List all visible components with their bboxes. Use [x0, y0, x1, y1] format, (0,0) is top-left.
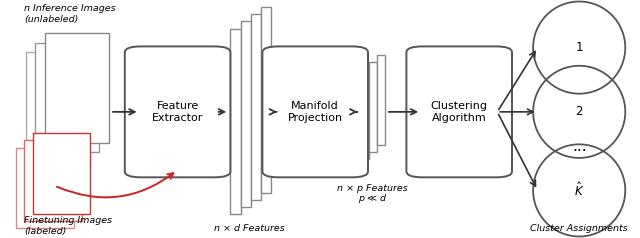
- Text: Feature
Extractor: Feature Extractor: [152, 101, 204, 123]
- Text: 2: 2: [575, 105, 583, 118]
- Bar: [230, 29, 241, 214]
- Text: Manifold
Projection: Manifold Projection: [287, 101, 343, 123]
- Text: Cluster Assignments: Cluster Assignments: [531, 224, 628, 233]
- Bar: [251, 14, 261, 200]
- Bar: [241, 21, 251, 207]
- Text: Clustering
Algorithm: Clustering Algorithm: [431, 101, 488, 123]
- FancyBboxPatch shape: [125, 46, 230, 177]
- Text: Finetuning Images
(labeled): Finetuning Images (labeled): [24, 216, 113, 236]
- Bar: [24, 140, 82, 221]
- Text: ···: ···: [572, 144, 586, 159]
- Bar: [16, 148, 74, 228]
- Bar: [33, 133, 90, 214]
- Bar: [26, 52, 90, 162]
- Text: n Inference Images
(unlabeled): n Inference Images (unlabeled): [24, 4, 116, 24]
- Text: n × d Features: n × d Features: [214, 224, 285, 233]
- FancyBboxPatch shape: [262, 46, 368, 177]
- Text: n × p Features
p ≪ d: n × p Features p ≪ d: [337, 184, 408, 203]
- Bar: [261, 7, 271, 193]
- Text: 1: 1: [575, 41, 583, 54]
- Bar: [35, 43, 99, 152]
- Text: $\hat{K}$: $\hat{K}$: [574, 181, 584, 199]
- FancyBboxPatch shape: [406, 46, 512, 177]
- Bar: [377, 55, 385, 145]
- Bar: [362, 69, 369, 159]
- Bar: [45, 33, 109, 143]
- Bar: [369, 62, 377, 152]
